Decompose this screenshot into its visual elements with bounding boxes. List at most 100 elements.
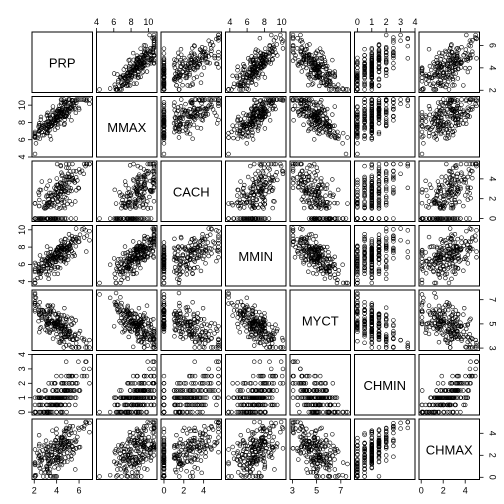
points (290, 161, 350, 221)
data-point (209, 104, 214, 110)
data-point (209, 52, 214, 57)
data-point (355, 65, 360, 70)
data-point (262, 55, 267, 61)
data-point (315, 64, 320, 70)
data-point (237, 87, 242, 92)
data-point (474, 56, 479, 61)
data-point (446, 280, 452, 286)
data-point (123, 182, 128, 188)
data-point (191, 60, 196, 65)
data-point (467, 161, 473, 167)
data-point (455, 171, 460, 177)
data-point (142, 47, 148, 52)
data-point (305, 72, 311, 77)
data-point (432, 62, 437, 67)
data-point (253, 124, 258, 129)
panel-prp-vs-prp: PRP (31, 31, 93, 93)
data-point (444, 70, 449, 76)
data-point (184, 272, 190, 277)
data-point (174, 121, 179, 126)
data-point (435, 179, 441, 184)
data-point (294, 237, 300, 242)
data-point (125, 272, 131, 277)
data-point (262, 75, 268, 80)
data-point (194, 74, 200, 80)
data-point (273, 35, 278, 40)
data-point (316, 74, 321, 80)
data-point (71, 168, 76, 174)
data-point (113, 275, 118, 281)
data-point (308, 55, 314, 61)
data-point (345, 87, 350, 92)
data-point (66, 109, 72, 115)
data-point (449, 42, 454, 47)
data-point (391, 216, 396, 221)
data-point (304, 43, 310, 48)
data-point (192, 97, 197, 102)
data-point (312, 71, 317, 76)
data-point (180, 128, 185, 134)
data-point (180, 107, 186, 113)
data-point (391, 61, 396, 66)
data-point (184, 124, 189, 130)
data-point (242, 116, 247, 121)
data-point (112, 187, 117, 193)
data-point (464, 32, 469, 38)
data-point (120, 251, 126, 256)
data-point (245, 130, 251, 135)
panel-cach-vs-prp (31, 160, 93, 222)
tick-label: 10 (17, 225, 27, 235)
data-point (369, 74, 374, 80)
data-point (290, 107, 296, 112)
data-point (369, 62, 374, 67)
data-point (421, 141, 426, 146)
data-point (250, 71, 256, 76)
points (226, 32, 286, 92)
data-point (362, 57, 367, 62)
data-point (450, 50, 455, 55)
data-point (216, 240, 221, 246)
data-point (44, 113, 49, 118)
data-point (149, 57, 155, 63)
data-point (241, 110, 246, 116)
data-point (255, 168, 261, 174)
data-point (216, 32, 221, 38)
variable-label: MMAX (107, 120, 146, 135)
data-point (151, 53, 157, 58)
data-point (73, 97, 79, 102)
data-point (369, 216, 374, 221)
data-point (332, 72, 338, 77)
data-point (161, 110, 167, 116)
data-point (343, 151, 349, 157)
data-point (465, 56, 470, 61)
data-point (67, 169, 73, 174)
data-point (116, 257, 121, 262)
panel-frame (31, 31, 93, 93)
data-point (405, 249, 410, 254)
data-point (294, 175, 300, 180)
data-point (376, 42, 382, 47)
data-point (73, 216, 79, 221)
data-point (200, 53, 205, 58)
data-point (419, 67, 425, 72)
data-point (322, 58, 328, 63)
data-point (266, 51, 272, 56)
data-point (200, 97, 205, 102)
data-point (326, 83, 331, 88)
data-point (320, 182, 326, 188)
data-point (398, 161, 403, 167)
data-point (391, 256, 396, 261)
data-point (383, 58, 389, 63)
data-point (327, 79, 333, 84)
data-point (423, 119, 429, 124)
data-point (36, 203, 42, 209)
data-point (87, 238, 92, 243)
data-point (66, 97, 72, 102)
data-point (434, 71, 440, 76)
data-point (131, 67, 137, 73)
data-point (172, 100, 177, 105)
data-point (188, 114, 193, 119)
data-point (369, 80, 374, 85)
data-point (470, 52, 475, 57)
